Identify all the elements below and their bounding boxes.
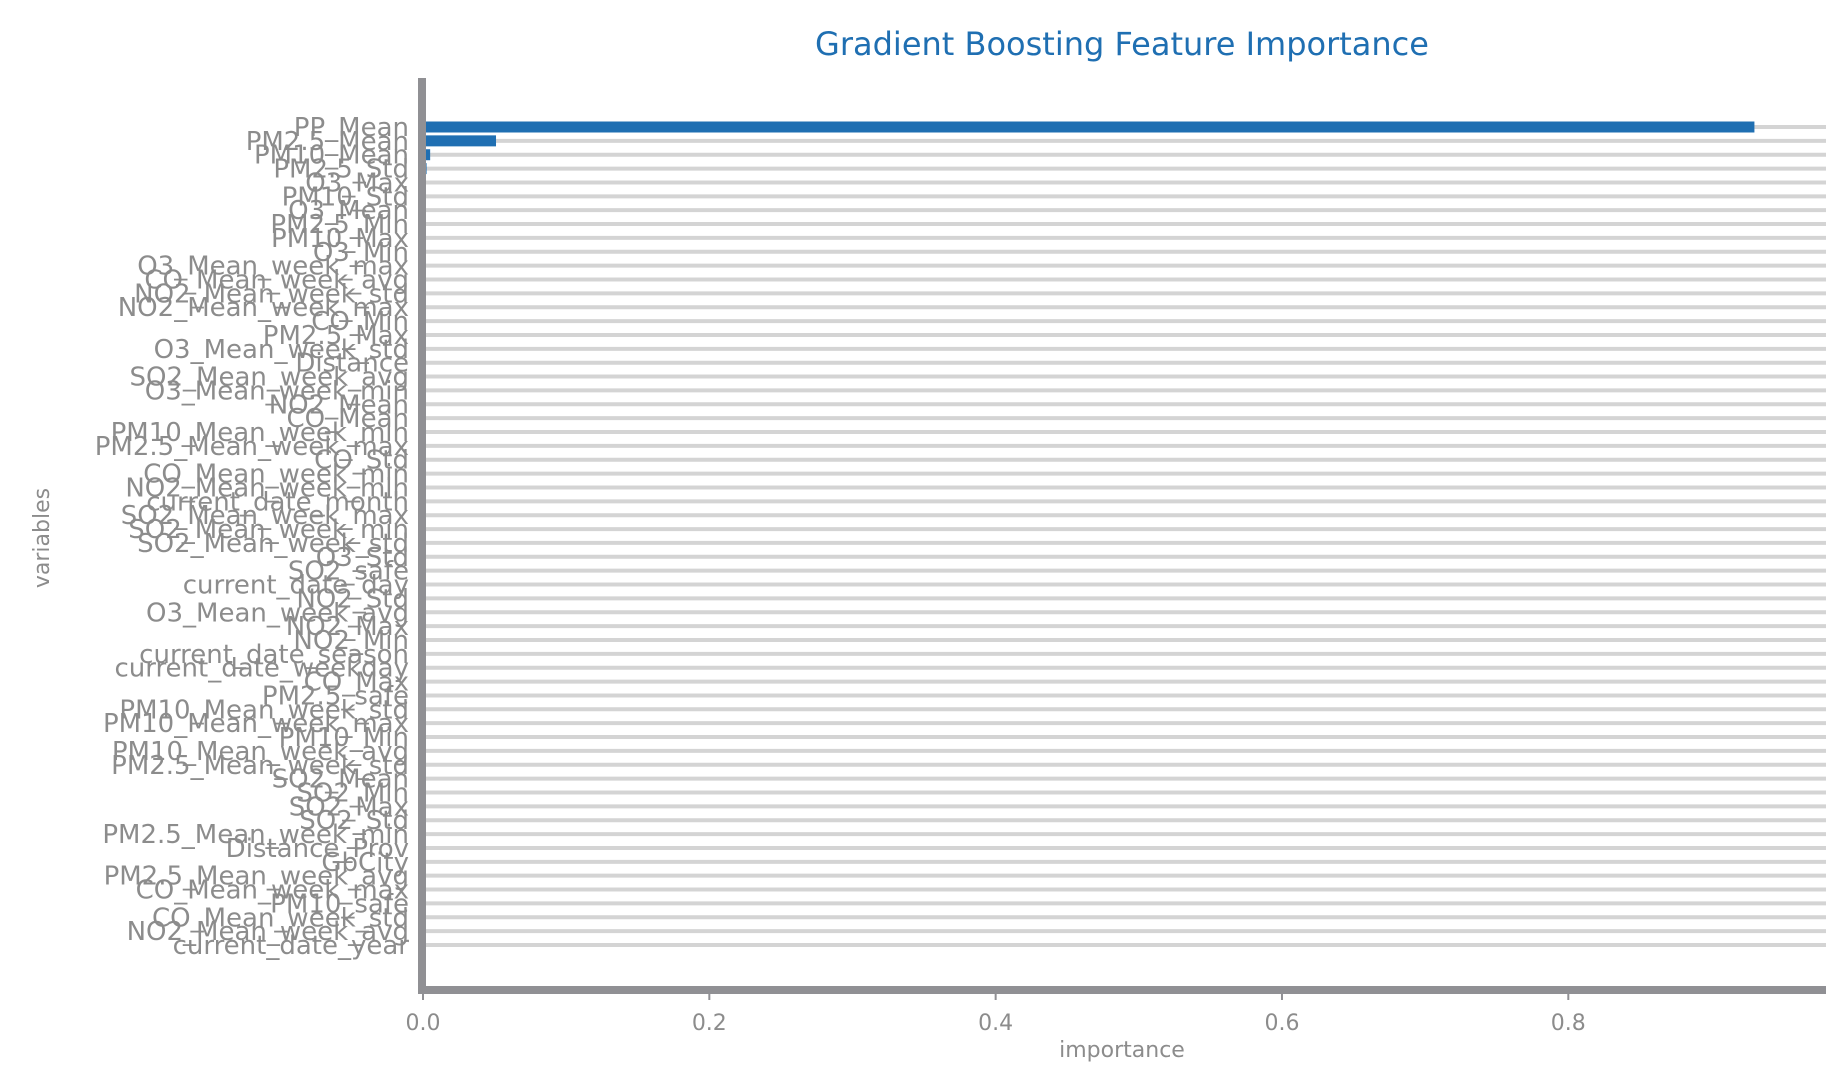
y-tick-label: current_date_season	[139, 640, 409, 670]
y-tick-label: SO2_Mean_week_avg	[130, 363, 410, 393]
y-tick-label: PM10_safe	[270, 889, 409, 919]
chart-title: Gradient Boosting Feature Importance	[815, 25, 1429, 63]
y-tick-label: O3_Max	[305, 168, 409, 198]
y-tick-label: CO_Mean_week_min	[143, 460, 409, 490]
y-tick-label: PM10_Min	[279, 723, 409, 753]
x-tick-label: 0.2	[692, 1011, 727, 1036]
y-tick-label: PM10_Mean	[254, 141, 409, 171]
x-tick-label: 0.0	[406, 1011, 441, 1036]
y-tick-label: NO2_Std	[296, 584, 409, 614]
y-tick-label: CO_Mean	[287, 404, 409, 434]
y-tick-label: O3_Mean	[288, 196, 409, 226]
axes	[418, 78, 1826, 994]
y-tick-label: PM10_Mean_week_min	[111, 418, 409, 448]
y-tick-label: SO2_Std	[299, 806, 409, 836]
x-tick-label: 0.4	[978, 1011, 1013, 1036]
bars	[423, 121, 1755, 951]
y-tick-label: NO2_Mean_week_min	[125, 473, 409, 503]
x-tick-label: 0.8	[1551, 1011, 1586, 1036]
y-tick-label: NO2_Mean_week_std	[134, 279, 409, 309]
y-tick-label: NO2_Min	[293, 626, 409, 656]
bar-PM2.5_Mean	[423, 135, 497, 147]
y-tick-label: SO2_Mean	[272, 765, 409, 795]
y-tick-label: PM2.5_Max	[263, 321, 409, 351]
y-tick-label: PM10_Mean_week_max	[103, 709, 409, 739]
y-tick-label: PM10_Mean_week_avg	[112, 737, 409, 767]
y-tick-label: SO2_Mean_week_min	[128, 515, 409, 545]
x-ticks: 0.0 0.2 0.4 0.6 0.8	[406, 992, 1586, 1036]
y-tick-label: Distance	[295, 349, 409, 379]
y-tick-label: NO2_Mean_week_max	[118, 293, 409, 323]
y-tick-label: O3_Min	[313, 238, 409, 268]
y-tick-label: PM2.5_Mean	[246, 127, 409, 157]
x-axis-label: importance	[1059, 1038, 1185, 1063]
y-tick-label: CO_Mean_week_std	[152, 903, 409, 933]
x-tick-label: 0.6	[1264, 1011, 1299, 1036]
y-tick-label: CO_Mean_week_avg	[144, 266, 409, 296]
y-tick-label: PM2.5_Std	[273, 155, 409, 185]
y-tick-label: PM2.5_safe	[262, 681, 409, 711]
y-tick-label: NO2_Mean_week_avg	[127, 917, 409, 947]
y-tick-label: O3_Mean_week_std	[154, 335, 409, 365]
y-tick-label: GbCity	[321, 848, 409, 878]
y-tick-label: PM2.5_Mean_week_std	[111, 751, 409, 781]
y-tick-label: O3_Mean_week_avg	[146, 598, 409, 628]
y-tick-label: PM2.5_Min	[270, 210, 409, 240]
y-tick-label: current_date_weekday	[114, 654, 409, 684]
y-tick-label: NO2_Mean	[269, 390, 409, 420]
y-tick-label: CO_Min	[311, 307, 409, 337]
y-tick-label: CO_Std	[314, 446, 409, 476]
y-tick-label: SO2_Min	[296, 778, 409, 808]
y-tick-label: SO2_Max	[289, 792, 409, 822]
y-tick-label: O3_Mean_week_min	[145, 376, 409, 406]
bar-PP_Mean	[423, 121, 1755, 133]
y-tick-label: current_date_year	[173, 931, 410, 961]
y-tick-label: O3_Mean_week_max	[137, 252, 409, 282]
y-tick-label: SO2_Mean_week_std	[137, 529, 409, 559]
y-tick-label: PM2.5_Mean_week_min	[102, 820, 409, 850]
bar-PM10_Mean	[423, 149, 431, 161]
y-tick-label: O3_Std	[316, 543, 409, 573]
y-tick-label: SO2_Mean_week_max	[121, 501, 409, 531]
y-tick-label: NO2_Max	[286, 612, 409, 642]
y-tick-label: PP_Mean	[294, 113, 409, 143]
y-tick-label: current_date_month	[146, 487, 409, 517]
y-tick-labels: PP_MeanPM2.5_MeanPM10_MeanPM2.5_StdO3_Ma…	[95, 113, 410, 961]
y-tick-label: current_date_day	[183, 571, 409, 601]
y-tick-label: PM10_Max	[271, 224, 409, 254]
y-tick-label: CO_Max	[304, 668, 409, 698]
y-tick-label: PM2.5_Mean_week_avg	[104, 862, 409, 892]
y-axis-label: variables	[30, 488, 55, 588]
y-tick-label: SO2_safe	[288, 557, 409, 587]
y-tick-label: PM2.5_Mean_week_max	[95, 432, 409, 462]
y-tick-label: Distance_Prov	[226, 834, 409, 864]
y-tick-label: PM10_Std	[282, 182, 409, 212]
y-tick-label: CO_Mean_week_max	[136, 876, 409, 906]
grid-lines	[423, 125, 1826, 947]
y-tick-label: PM10_Mean_week_std	[119, 695, 409, 725]
